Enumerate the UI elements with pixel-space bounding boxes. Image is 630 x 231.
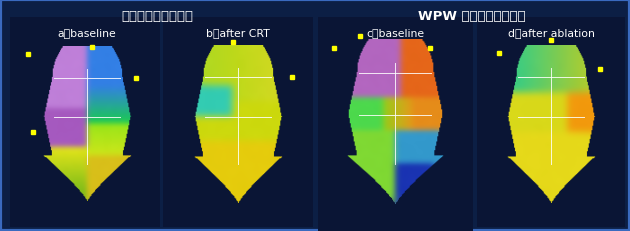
FancyBboxPatch shape <box>163 18 313 227</box>
FancyBboxPatch shape <box>318 18 473 231</box>
Text: WPW 症候群の早期興奮: WPW 症候群の早期興奮 <box>418 10 526 23</box>
FancyBboxPatch shape <box>477 18 625 227</box>
Text: b：after CRT: b：after CRT <box>206 28 270 38</box>
Text: d：after ablation: d：after ablation <box>508 28 595 38</box>
Text: 体循環右室同期不全: 体循環右室同期不全 <box>121 10 193 23</box>
FancyBboxPatch shape <box>10 18 160 227</box>
Text: a：baseline: a：baseline <box>57 28 117 38</box>
Text: c：baseline: c：baseline <box>366 28 424 38</box>
